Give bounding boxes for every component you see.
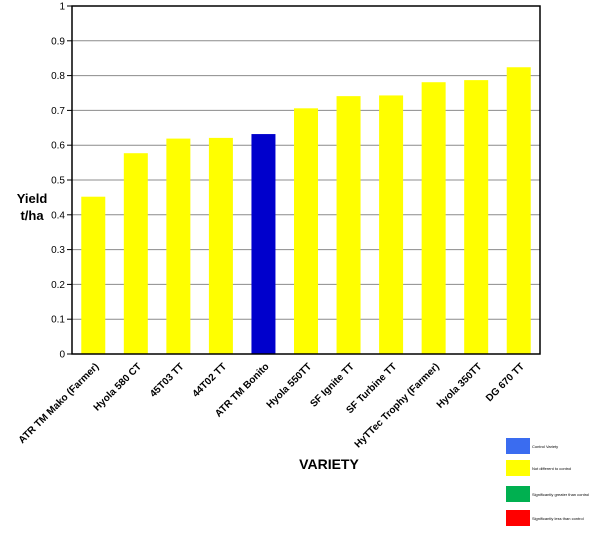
legend-swatch-control <box>506 438 530 454</box>
x-tick-label: DG 670 TT <box>484 361 527 404</box>
legend-label-greater: Significantly greater than control <box>532 491 590 497</box>
y-tick-label: 0.5 <box>51 176 65 187</box>
y-tick-label: 0.8 <box>51 71 65 82</box>
y-tick-label: 0.9 <box>51 36 65 47</box>
y-axis-label-line-2: t/ha <box>20 208 44 223</box>
bar <box>506 67 531 355</box>
legend-swatch-greater <box>506 486 530 502</box>
axes <box>71 5 541 355</box>
y-tick-label: 0.7 <box>51 106 65 117</box>
bar <box>123 153 148 354</box>
x-tick-label: 45T03 TT <box>148 361 186 399</box>
y-axis-label-line-1: Yield <box>16 191 48 206</box>
legend-item-greater: Significantly greater than control <box>506 486 589 502</box>
legend-swatch-less <box>506 510 530 526</box>
bar <box>464 80 489 355</box>
x-tick-label: ATR TM Mako (Farmer) <box>17 361 102 446</box>
bar <box>251 134 276 354</box>
y-tick-labels: 0 0.1 0.2 0.3 0.4 0.5 0.6 0.7 0.8 0.9 1 <box>51 2 65 361</box>
x-axis-label: VARIETY <box>299 456 359 472</box>
plot-frame <box>71 5 541 355</box>
x-tick-label: Hyola 350TT <box>435 361 484 410</box>
x-tick-label: Hyola 550TT <box>265 361 314 410</box>
bar <box>294 108 318 354</box>
bar <box>336 96 361 354</box>
bar <box>421 82 446 354</box>
legend-swatch-not-different <box>506 460 530 476</box>
y-tick-label: 0.3 <box>51 245 65 256</box>
legend-item-not-different: Not different to control <box>506 460 571 476</box>
x-tick-labels: ATR TM Mako (Farmer)Hyola 580 CT 45T03 TT… <box>17 361 527 450</box>
y-axis-label: Yield t/ha <box>0 190 64 224</box>
x-tick-label: HyTTec Trophy (Farmer) <box>353 361 442 450</box>
bars <box>81 67 531 355</box>
legend-label-control: Control Variety <box>532 443 559 449</box>
legend-item-less: Significantly less than control <box>506 510 584 526</box>
x-tick-label: 44T02 TT <box>191 361 229 399</box>
y-tick-label: 0.1 <box>51 315 65 326</box>
legend-label-not-different: Not different to control <box>532 465 572 471</box>
bar <box>81 196 106 354</box>
legend-label-less: Significantly less than control <box>532 515 584 521</box>
y-tick-label: 0.2 <box>51 280 65 291</box>
bar <box>208 137 233 354</box>
legend-item-control: Control Variety <box>506 438 558 454</box>
y-tick-label: 0.4 <box>51 210 65 221</box>
y-tick-label: 0.6 <box>51 141 65 152</box>
bar <box>379 95 404 354</box>
y-tick-label: 1 <box>59 2 65 13</box>
bar <box>166 138 191 354</box>
y-tick-label: 0 <box>59 350 65 361</box>
